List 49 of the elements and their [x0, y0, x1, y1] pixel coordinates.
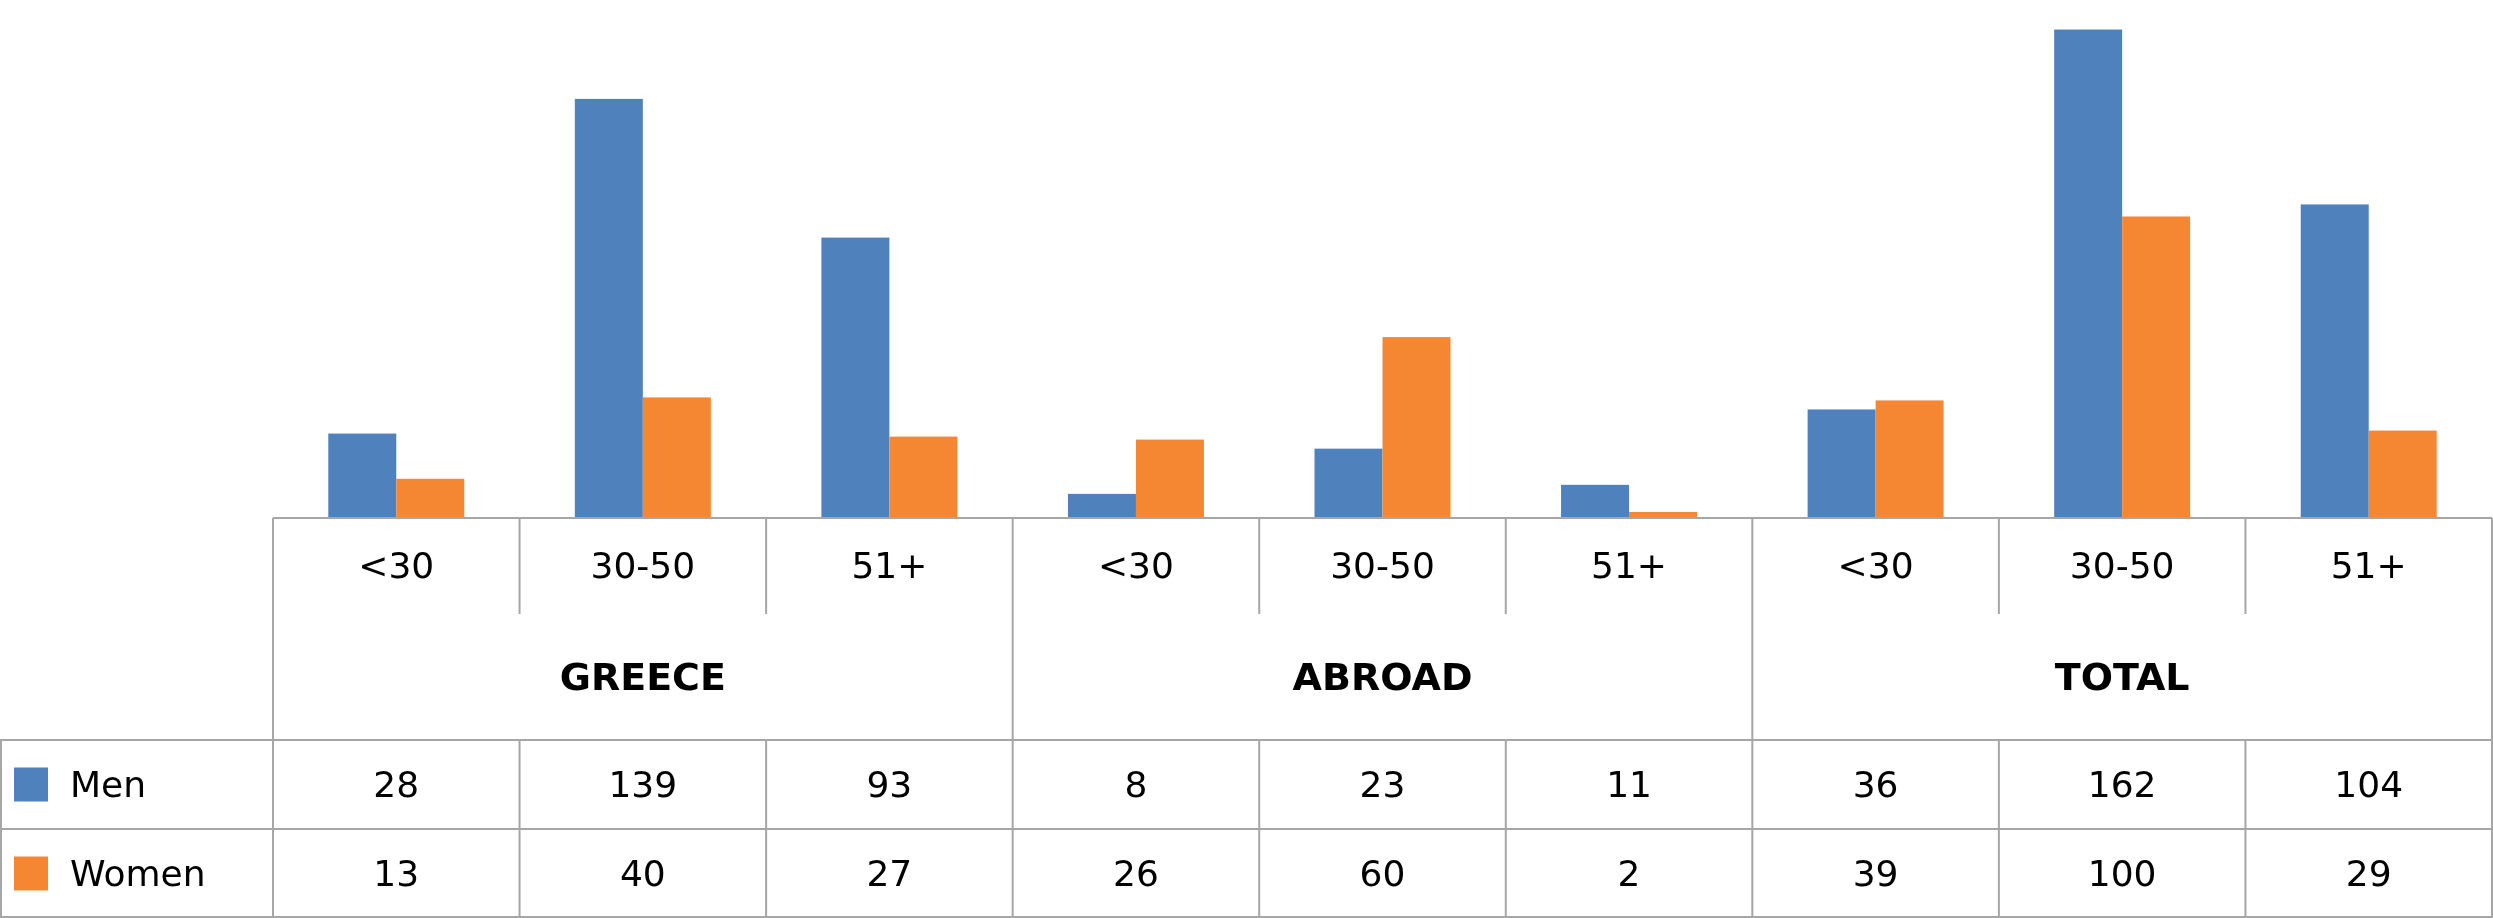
bar — [2368, 430, 2437, 518]
legend-label: Men — [70, 763, 147, 805]
x-tick-label: 30-50 — [2069, 545, 2175, 586]
text: TOTAL — [2054, 655, 2190, 699]
bar — [1314, 448, 1383, 518]
x-tick-label: <30 — [358, 545, 435, 586]
data-label: 104 — [2334, 763, 2404, 805]
bar — [1875, 400, 1944, 518]
data-label: 60 — [1359, 852, 1406, 894]
x-tick-label: <30 — [1097, 545, 1174, 586]
bar — [642, 397, 711, 518]
bar — [2054, 29, 2123, 518]
data-label: 29 — [2345, 852, 2392, 894]
data-label: 27 — [866, 852, 913, 894]
bar — [1067, 493, 1136, 518]
data-label: 13 — [373, 852, 420, 894]
x-tick-label: 51+ — [1591, 545, 1668, 586]
x-tick-label: 51+ — [851, 545, 928, 586]
data-label: 2 — [1617, 852, 1641, 894]
legend-label: Women — [70, 852, 206, 894]
x-tick-label: 30-50 — [1330, 545, 1435, 586]
bar — [2122, 216, 2191, 518]
x-tick-label: 51+ — [2330, 545, 2407, 586]
data-label: 100 — [2087, 852, 2157, 894]
data-label: 28 — [373, 763, 420, 805]
bar — [1382, 337, 1451, 518]
data-label: 93 — [866, 763, 913, 805]
data-label: 8 — [1124, 763, 1148, 805]
data-label: 40 — [619, 852, 666, 894]
bar — [1135, 439, 1204, 518]
bar — [889, 436, 958, 518]
data-label: 39 — [1852, 852, 1899, 894]
bar — [1807, 409, 1876, 518]
data-label: 11 — [1606, 763, 1652, 805]
bar — [574, 98, 643, 518]
data-label: 36 — [1852, 763, 1899, 805]
data-label: 162 — [2087, 763, 2157, 805]
x-tick-label: <30 — [1837, 545, 1914, 586]
data-label: 23 — [1359, 763, 1406, 805]
text: ABROAD — [1292, 655, 1473, 699]
bar — [2300, 204, 2369, 518]
x-tick-label: 30-50 — [590, 545, 696, 586]
bar — [821, 237, 890, 518]
bar — [1561, 484, 1630, 518]
data-label: 139 — [608, 763, 678, 805]
bar — [328, 433, 397, 518]
text: GREECE — [559, 655, 726, 699]
bar — [396, 478, 465, 518]
data-label: 26 — [1113, 852, 1159, 894]
